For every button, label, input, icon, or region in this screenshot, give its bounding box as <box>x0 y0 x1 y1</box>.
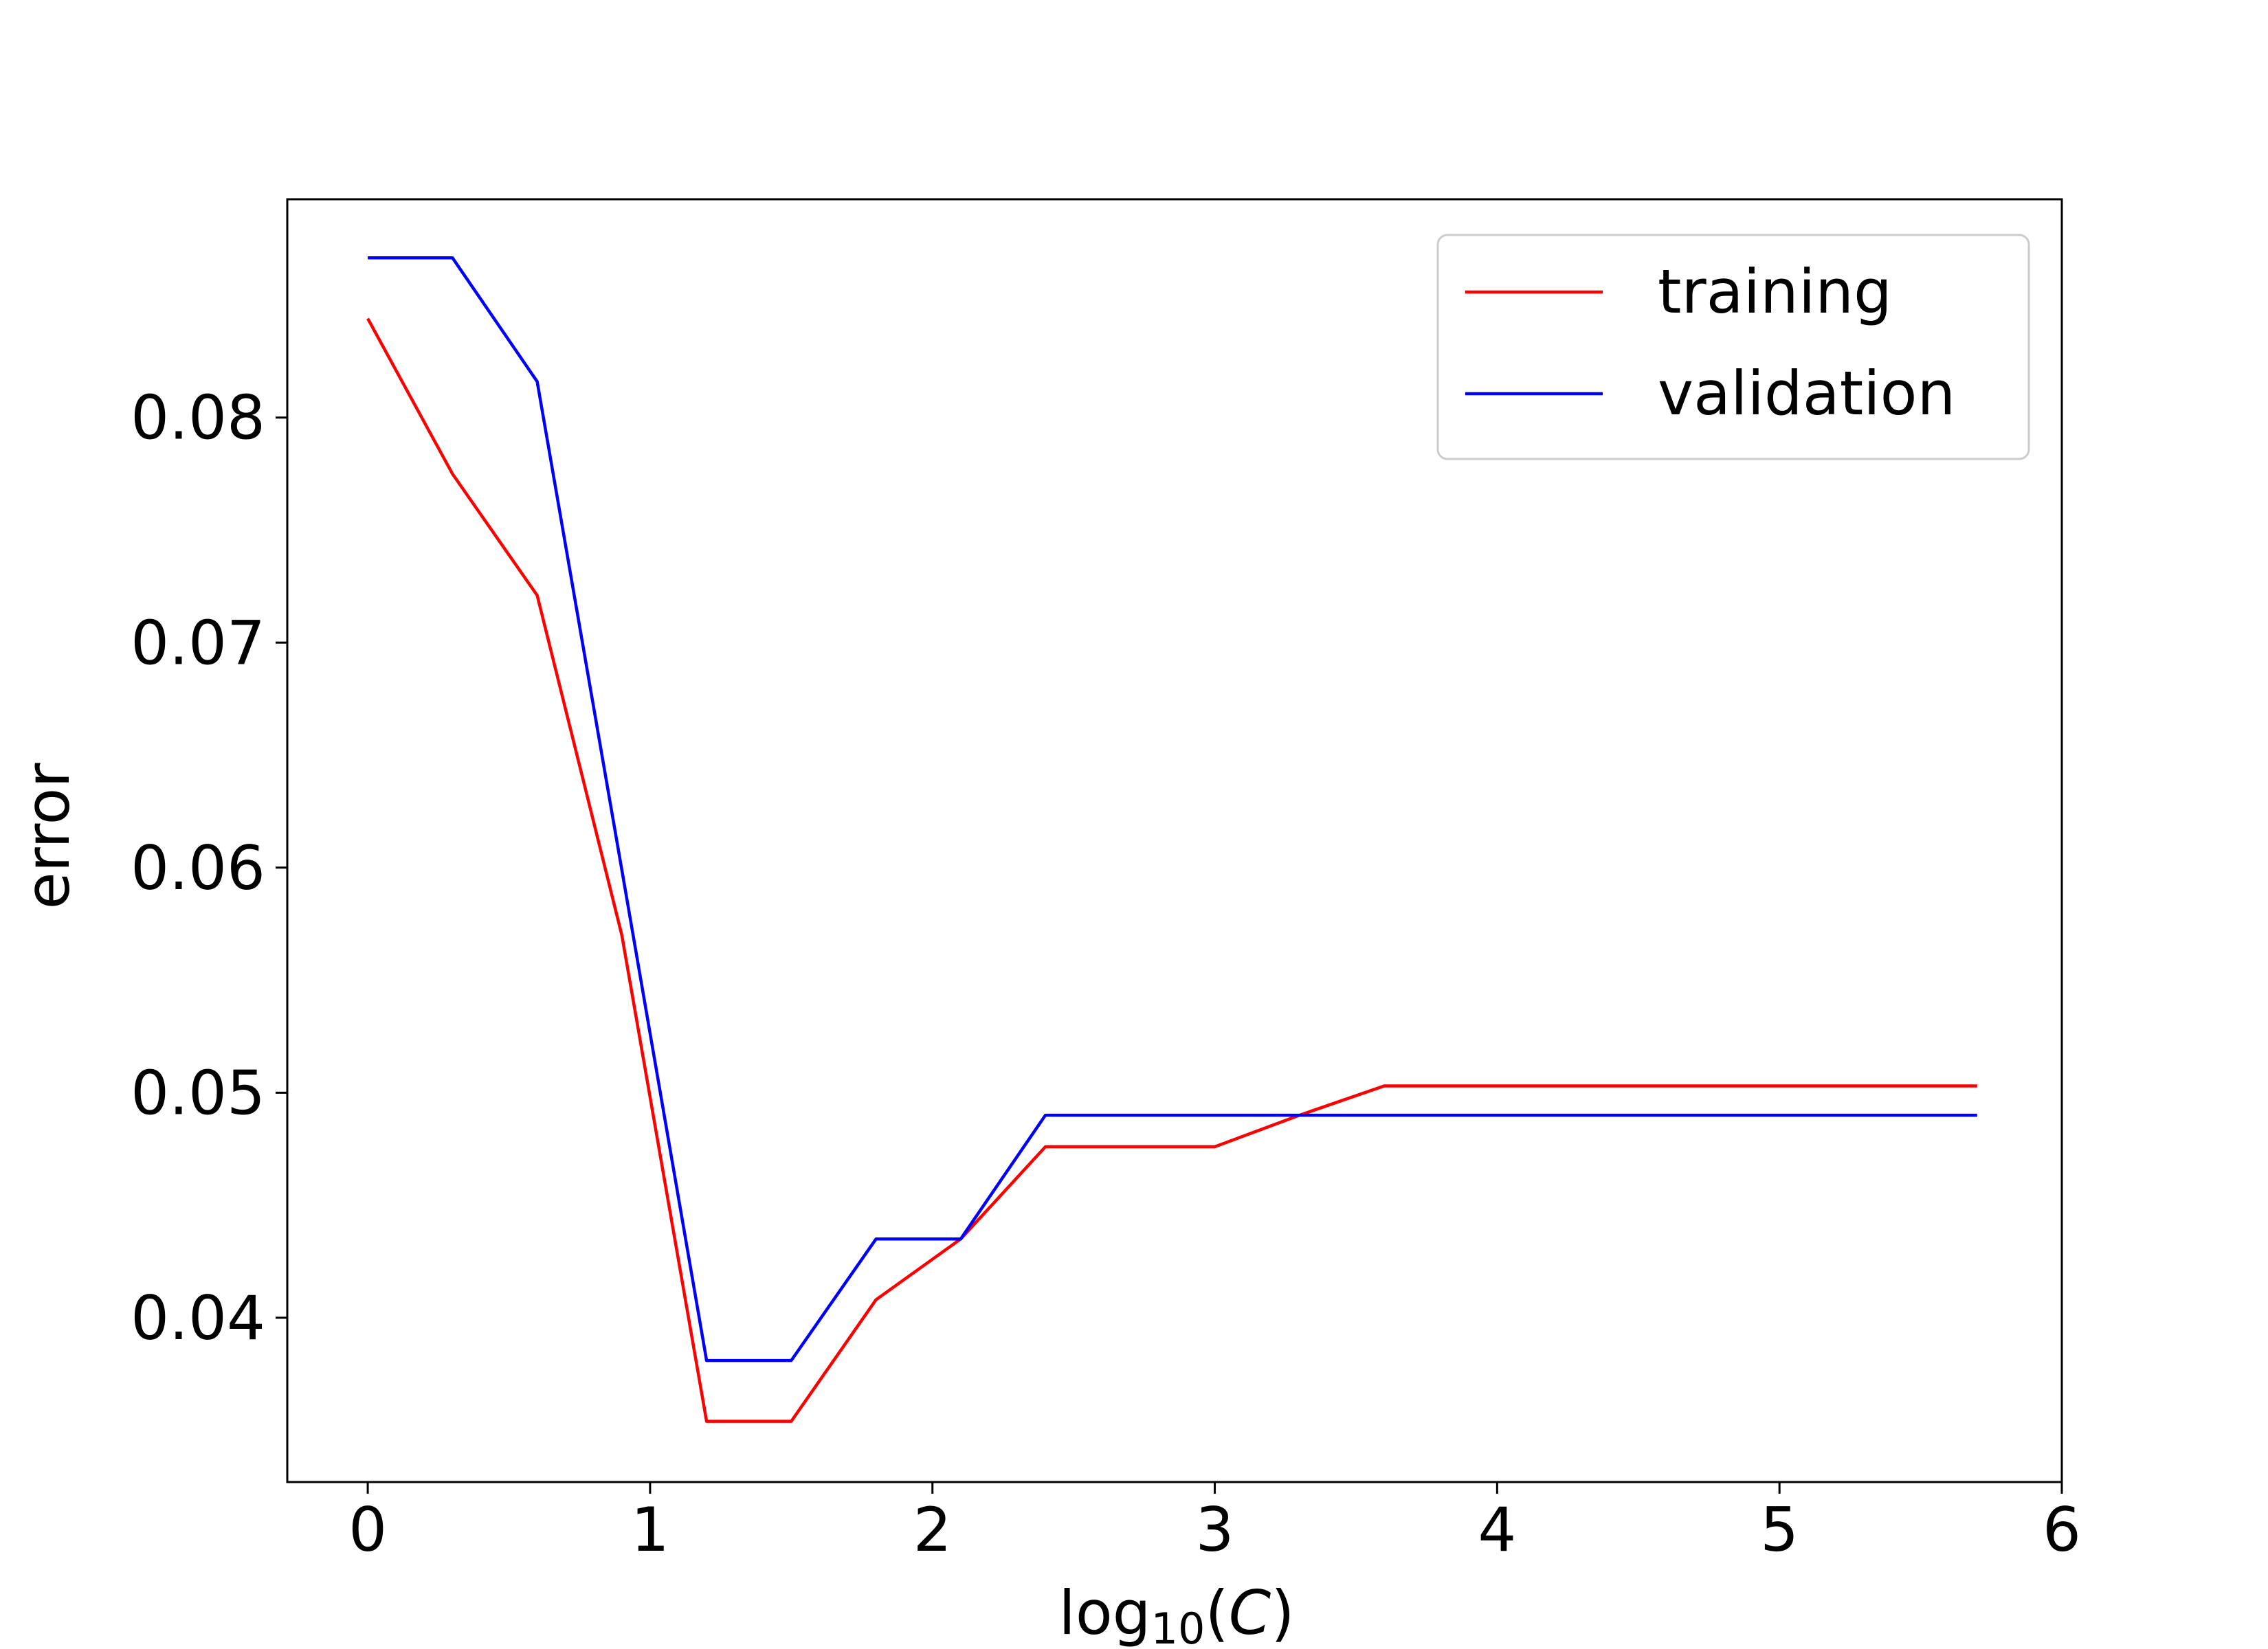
x-tick-label: 2 <box>913 1494 952 1565</box>
x-tick-label: 6 <box>2043 1494 2081 1565</box>
plot-area-frame <box>286 198 2063 1483</box>
y-axis-label: error <box>12 763 83 910</box>
x-tick-label: 3 <box>1196 1494 1234 1565</box>
series-line-validation <box>368 256 1977 1362</box>
tick-layer: 0 1 2 3 4 5 6 0.04 0.05 0.06 0.07 0.08 <box>131 383 2081 1565</box>
legend-label-validation: validation <box>1658 358 1955 429</box>
y-tick-label: 0.04 <box>131 1283 265 1354</box>
x-axis-label: log10(C) <box>1058 1578 1294 1649</box>
x-axis-label-close-paren: ) <box>1271 1578 1294 1648</box>
x-axis-label-prefix: log <box>1058 1578 1150 1648</box>
y-tick-label: 0.06 <box>131 833 265 904</box>
series-layer <box>366 256 1977 1423</box>
series-line-training <box>366 317 1977 1423</box>
legend: training validation <box>1436 234 2030 460</box>
x-tick-label: 0 <box>348 1494 387 1565</box>
x-axis-label-subscript: 10 <box>1151 1604 1205 1649</box>
x-tick-label: 5 <box>1760 1494 1799 1565</box>
x-tick-label: 4 <box>1478 1494 1516 1565</box>
x-axis-label-variable: C <box>1229 1578 1271 1648</box>
y-tick-label: 0.08 <box>131 383 265 453</box>
y-tick-label: 0.05 <box>131 1057 265 1128</box>
legend-label-training: training <box>1658 256 1892 327</box>
x-tick-label: 1 <box>631 1494 669 1565</box>
legend-entries: training validation <box>1465 256 1955 429</box>
x-axis-label-open-paren: ( <box>1205 1578 1228 1648</box>
y-tick-label: 0.07 <box>131 607 265 678</box>
